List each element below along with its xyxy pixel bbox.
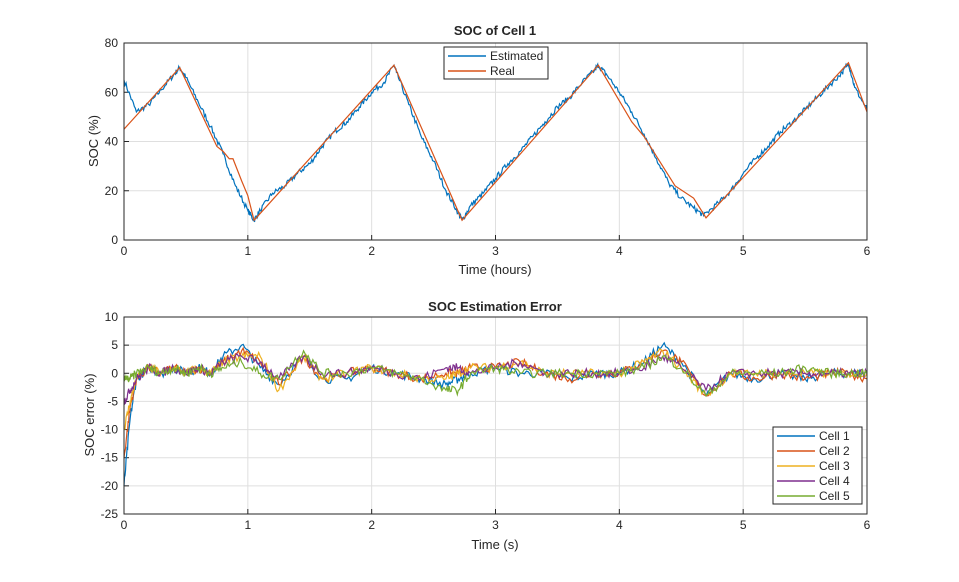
x-tick-label: 4 (616, 244, 623, 258)
x-tick-label: 0 (121, 244, 128, 258)
chart-title-1: SOC of Cell 1 (454, 23, 536, 38)
x-tick-label: 6 (864, 244, 871, 258)
legend-label: Cell 5 (819, 489, 850, 503)
legend-label: Cell 4 (819, 474, 850, 488)
x-tick-label: 3 (492, 244, 499, 258)
x-tick-label: 2 (368, 518, 375, 532)
y-tick-label: -10 (101, 423, 119, 437)
axes-box (123, 316, 868, 515)
y-tick-label: 10 (105, 310, 119, 324)
y-tick-label: 5 (111, 338, 118, 352)
y-tick-label: 80 (105, 36, 119, 50)
x-axis-label-2: Time (s) (471, 537, 518, 552)
legend-label: Cell 3 (819, 459, 850, 473)
y-tick-label: 0 (111, 233, 118, 247)
y-tick-label: 60 (105, 85, 119, 99)
series-line-estimated (123, 62, 868, 223)
y-axis-label-2: SOC error (%) (82, 373, 97, 456)
y-tick-label: 0 (111, 366, 118, 380)
legend-label: Cell 1 (819, 429, 850, 443)
y-tick-label: -5 (107, 394, 118, 408)
axes-box (123, 42, 868, 241)
y-tick-label: 20 (105, 184, 119, 198)
chart-title-2: SOC Estimation Error (428, 299, 562, 314)
y-tick-label: 40 (105, 135, 119, 149)
x-tick-label: 6 (864, 518, 871, 532)
legend-box (443, 46, 549, 80)
y-tick-label: -15 (101, 451, 119, 465)
series-line-real (123, 61, 868, 222)
x-tick-label: 5 (740, 244, 747, 258)
y-tick-label: -25 (101, 507, 119, 521)
legend-label: Estimated (490, 49, 543, 63)
y-tick-label: -20 (101, 479, 119, 493)
legend-label: Real (490, 64, 515, 78)
y-axis-label-1: SOC (%) (86, 115, 101, 167)
x-tick-label: 0 (121, 518, 128, 532)
x-tick-label: 2 (368, 244, 375, 258)
x-axis-label-1: Time (hours) (458, 262, 531, 277)
series-line-cell-4 (123, 352, 868, 406)
x-tick-label: 3 (492, 518, 499, 532)
legend-label: Cell 2 (819, 444, 850, 458)
x-tick-label: 1 (244, 244, 251, 258)
series-line-cell-5 (123, 349, 868, 397)
x-tick-label: 4 (616, 518, 623, 532)
x-tick-label: 5 (740, 518, 747, 532)
x-tick-label: 1 (244, 518, 251, 532)
